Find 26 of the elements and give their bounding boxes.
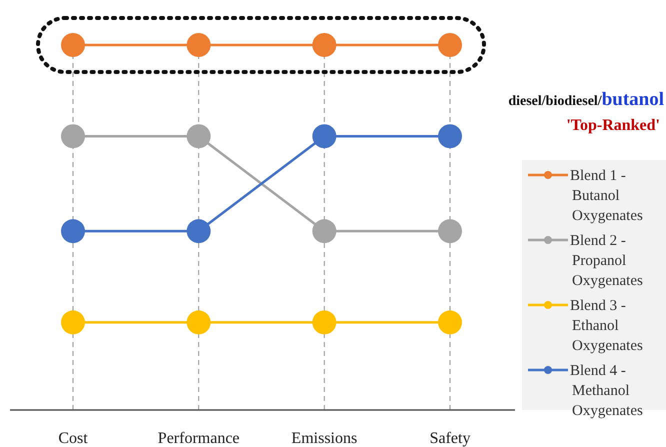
- point: [312, 124, 336, 148]
- point: [186, 124, 211, 148]
- point: [186, 33, 211, 57]
- x-tick-label: Cost: [58, 430, 88, 447]
- point: [186, 219, 211, 244]
- x-tick-label: Safety: [430, 430, 470, 447]
- x-tick-label: Emissions: [291, 430, 358, 447]
- legend-label: Blend 3 - Ethanol Oxygenates: [570, 298, 643, 354]
- x-tick-label: Performance: [158, 430, 240, 447]
- point: [438, 124, 462, 148]
- legend-label: Blend 4 - Methanol Oxygenates: [570, 363, 643, 419]
- point: [312, 310, 336, 334]
- text: 'Top-Ranked': [566, 117, 660, 134]
- point: [61, 33, 85, 57]
- point: [312, 33, 336, 57]
- point: [61, 219, 85, 244]
- legend-label: Blend 2 - Propanol Oxygenates: [570, 233, 643, 289]
- point: [61, 310, 85, 334]
- point: [438, 310, 462, 334]
- point: [186, 310, 211, 334]
- legend-label: Blend 1 - Butanol Oxygenates: [570, 168, 643, 224]
- text: diesel/biodiesel/butanol: [508, 89, 664, 110]
- point: [312, 219, 336, 244]
- point: [61, 124, 85, 148]
- point: [438, 33, 462, 57]
- point: [438, 219, 462, 244]
